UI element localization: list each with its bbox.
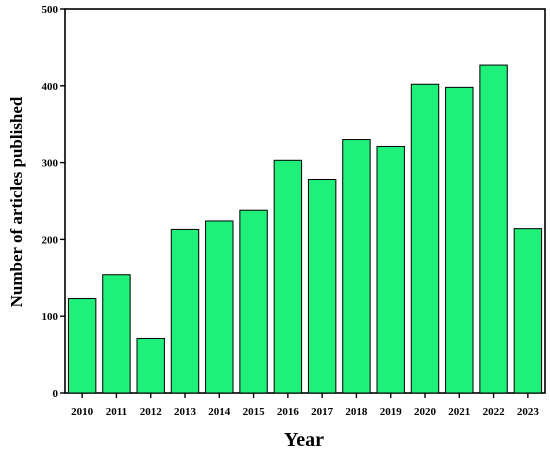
bar-2014 [205,220,234,394]
x-tick-label: 2021 [448,406,470,418]
y-tick-label: 0 [53,388,59,400]
x-axis: 2010 2011 2012 2013 2014 2015 2016 2017 2018 2019… [71,393,539,418]
y-tick-label: 300 [42,158,59,170]
x-tick-label: 2019 [380,406,403,418]
bar-2017 [307,178,337,394]
x-tick-label: 2014 [208,406,231,418]
y-axis-title: Number of articles published [7,96,26,307]
bars-group [67,64,543,394]
x-tick-label: 2012 [140,406,163,418]
x-tick-label: 2022 [483,406,506,418]
bar-2011 [102,274,131,394]
x-tick-label: 2018 [345,406,368,418]
bar-2010 [67,298,97,394]
bar-2021 [445,86,474,394]
y-tick-label: 200 [42,234,59,246]
y-tick-label: 400 [42,81,59,93]
bar-2022 [479,64,508,394]
x-tick-label: 2013 [174,406,197,418]
x-tick-label: 2010 [71,406,94,418]
bar-2018 [342,139,371,394]
x-axis-title: Year [284,429,324,451]
bar-2023 [513,228,543,394]
x-tick-label: 2011 [106,406,127,418]
x-tick-label: 2023 [517,406,540,418]
plot-frame [64,8,546,394]
y-axis: 0 100 200 300 400 500 [42,4,65,400]
bar-2016 [273,159,303,394]
bar-2020 [410,83,440,394]
bar-2012 [136,337,165,394]
y-tick-label: 500 [42,4,59,16]
x-tick-label: 2015 [243,406,266,418]
bar-2013 [170,228,200,394]
y-tick-label: 100 [42,311,59,323]
bar-2015 [239,209,268,394]
x-tick-label: 2016 [277,406,300,418]
bar-2019 [376,145,405,394]
x-tick-label: 2017 [311,406,334,418]
x-tick-label: 2020 [414,406,437,418]
